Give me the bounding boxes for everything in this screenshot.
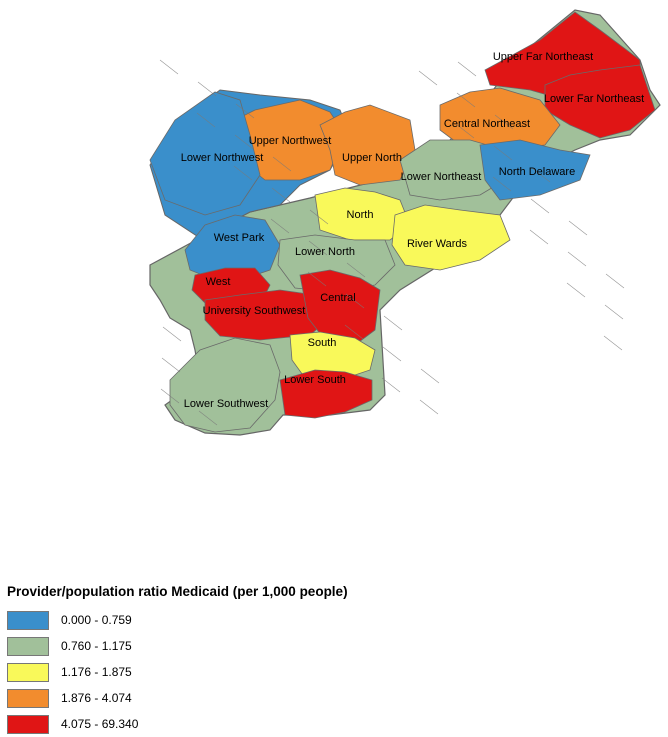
region-label: Lower Southwest xyxy=(184,398,268,410)
tract-line xyxy=(197,81,217,97)
tract-line xyxy=(308,240,328,256)
tract-line xyxy=(233,165,253,181)
region-lower-southwest xyxy=(169,337,281,433)
legend-swatch xyxy=(7,610,49,630)
tract-line xyxy=(344,324,364,340)
legend-item: 4.075 - 69.340 xyxy=(7,711,467,737)
legend-swatch xyxy=(7,636,49,656)
map-regions xyxy=(149,9,661,436)
tract-line xyxy=(271,187,291,203)
tract-line xyxy=(530,198,550,214)
tract-line xyxy=(161,357,181,373)
region-lower-south xyxy=(279,369,373,419)
map: Upper Far Northeast Lower Far Northeast Ce… xyxy=(149,9,661,436)
region-label: Central xyxy=(320,292,355,304)
tract-line xyxy=(159,59,179,75)
tract-line xyxy=(381,377,401,393)
tract-line xyxy=(529,229,549,245)
region-label: Upper North xyxy=(342,152,402,164)
tract-line xyxy=(456,92,476,108)
tract-line xyxy=(604,304,624,320)
region-label: Upper Far Northeast xyxy=(493,51,593,63)
tract-line xyxy=(272,156,292,172)
tract-line xyxy=(419,399,439,415)
tract-line xyxy=(455,123,475,139)
region-label: Upper Northwest xyxy=(249,135,332,147)
tract-line xyxy=(383,315,403,331)
region-lower-northwest xyxy=(149,91,261,216)
tract-line xyxy=(270,218,290,234)
legend-label: 0.000 - 0.759 xyxy=(61,613,132,627)
region-label: Lower Northwest xyxy=(181,152,264,164)
region-label: Lower South xyxy=(284,374,346,386)
legend-swatch xyxy=(7,662,49,682)
region-label: Central Northeast xyxy=(444,118,530,130)
legend-label: 4.075 - 69.340 xyxy=(61,717,139,731)
legend-label: 1.876 - 4.074 xyxy=(61,691,132,705)
region-central xyxy=(299,269,381,346)
tract-line xyxy=(196,112,216,128)
region-river-wards xyxy=(391,204,511,271)
legend-swatch xyxy=(7,714,49,734)
tract-line xyxy=(494,114,514,130)
tract-line xyxy=(307,271,327,287)
legend-item: 1.876 - 4.074 xyxy=(7,685,467,711)
region-label: West xyxy=(206,276,231,288)
tract-line xyxy=(605,273,625,289)
legend-label: 0.760 - 1.175 xyxy=(61,639,132,653)
tract-line xyxy=(493,145,513,161)
tract-line xyxy=(309,209,329,225)
tract-line xyxy=(162,326,182,342)
tract-line xyxy=(603,335,623,351)
region-lower-far-northeast xyxy=(544,64,656,139)
tract-line xyxy=(531,167,551,183)
tract-lines xyxy=(159,59,625,426)
tract-line xyxy=(567,251,587,267)
tract-line xyxy=(198,410,218,426)
tract-line xyxy=(420,368,440,384)
region-label: Lower Northeast xyxy=(401,171,482,183)
tract-line xyxy=(492,176,512,192)
region-label: North xyxy=(347,209,374,221)
legend-item: 0.760 - 1.175 xyxy=(7,633,467,659)
region-label: West Park xyxy=(214,232,265,244)
tract-line xyxy=(418,70,438,86)
tract-line xyxy=(235,103,255,119)
legend-item: 1.176 - 1.875 xyxy=(7,659,467,685)
legend-swatch xyxy=(7,688,49,708)
region-labels: Upper Far Northeast Lower Far Northeast Ce… xyxy=(181,51,644,410)
legend-label: 1.176 - 1.875 xyxy=(61,665,132,679)
tract-line xyxy=(382,346,402,362)
legend: Provider/population ratio Medicaid (per … xyxy=(7,584,467,737)
region-label: South xyxy=(308,337,337,349)
tract-line xyxy=(234,134,254,150)
legend-title: Provider/population ratio Medicaid (per … xyxy=(7,584,348,599)
region-label: River Wards xyxy=(407,238,468,250)
legend-item: 0.000 - 0.759 xyxy=(7,607,467,633)
region-south xyxy=(289,331,376,381)
tract-line xyxy=(566,282,586,298)
region-label: Lower North xyxy=(295,246,355,258)
tract-line xyxy=(346,262,366,278)
region-label: University Southwest xyxy=(203,305,306,317)
tract-line xyxy=(160,388,180,404)
region-label: Lower Far Northeast xyxy=(544,93,644,105)
tract-line xyxy=(345,293,365,309)
region-label: North Delaware xyxy=(499,166,575,178)
tract-line xyxy=(457,61,477,77)
tract-line xyxy=(568,220,588,236)
